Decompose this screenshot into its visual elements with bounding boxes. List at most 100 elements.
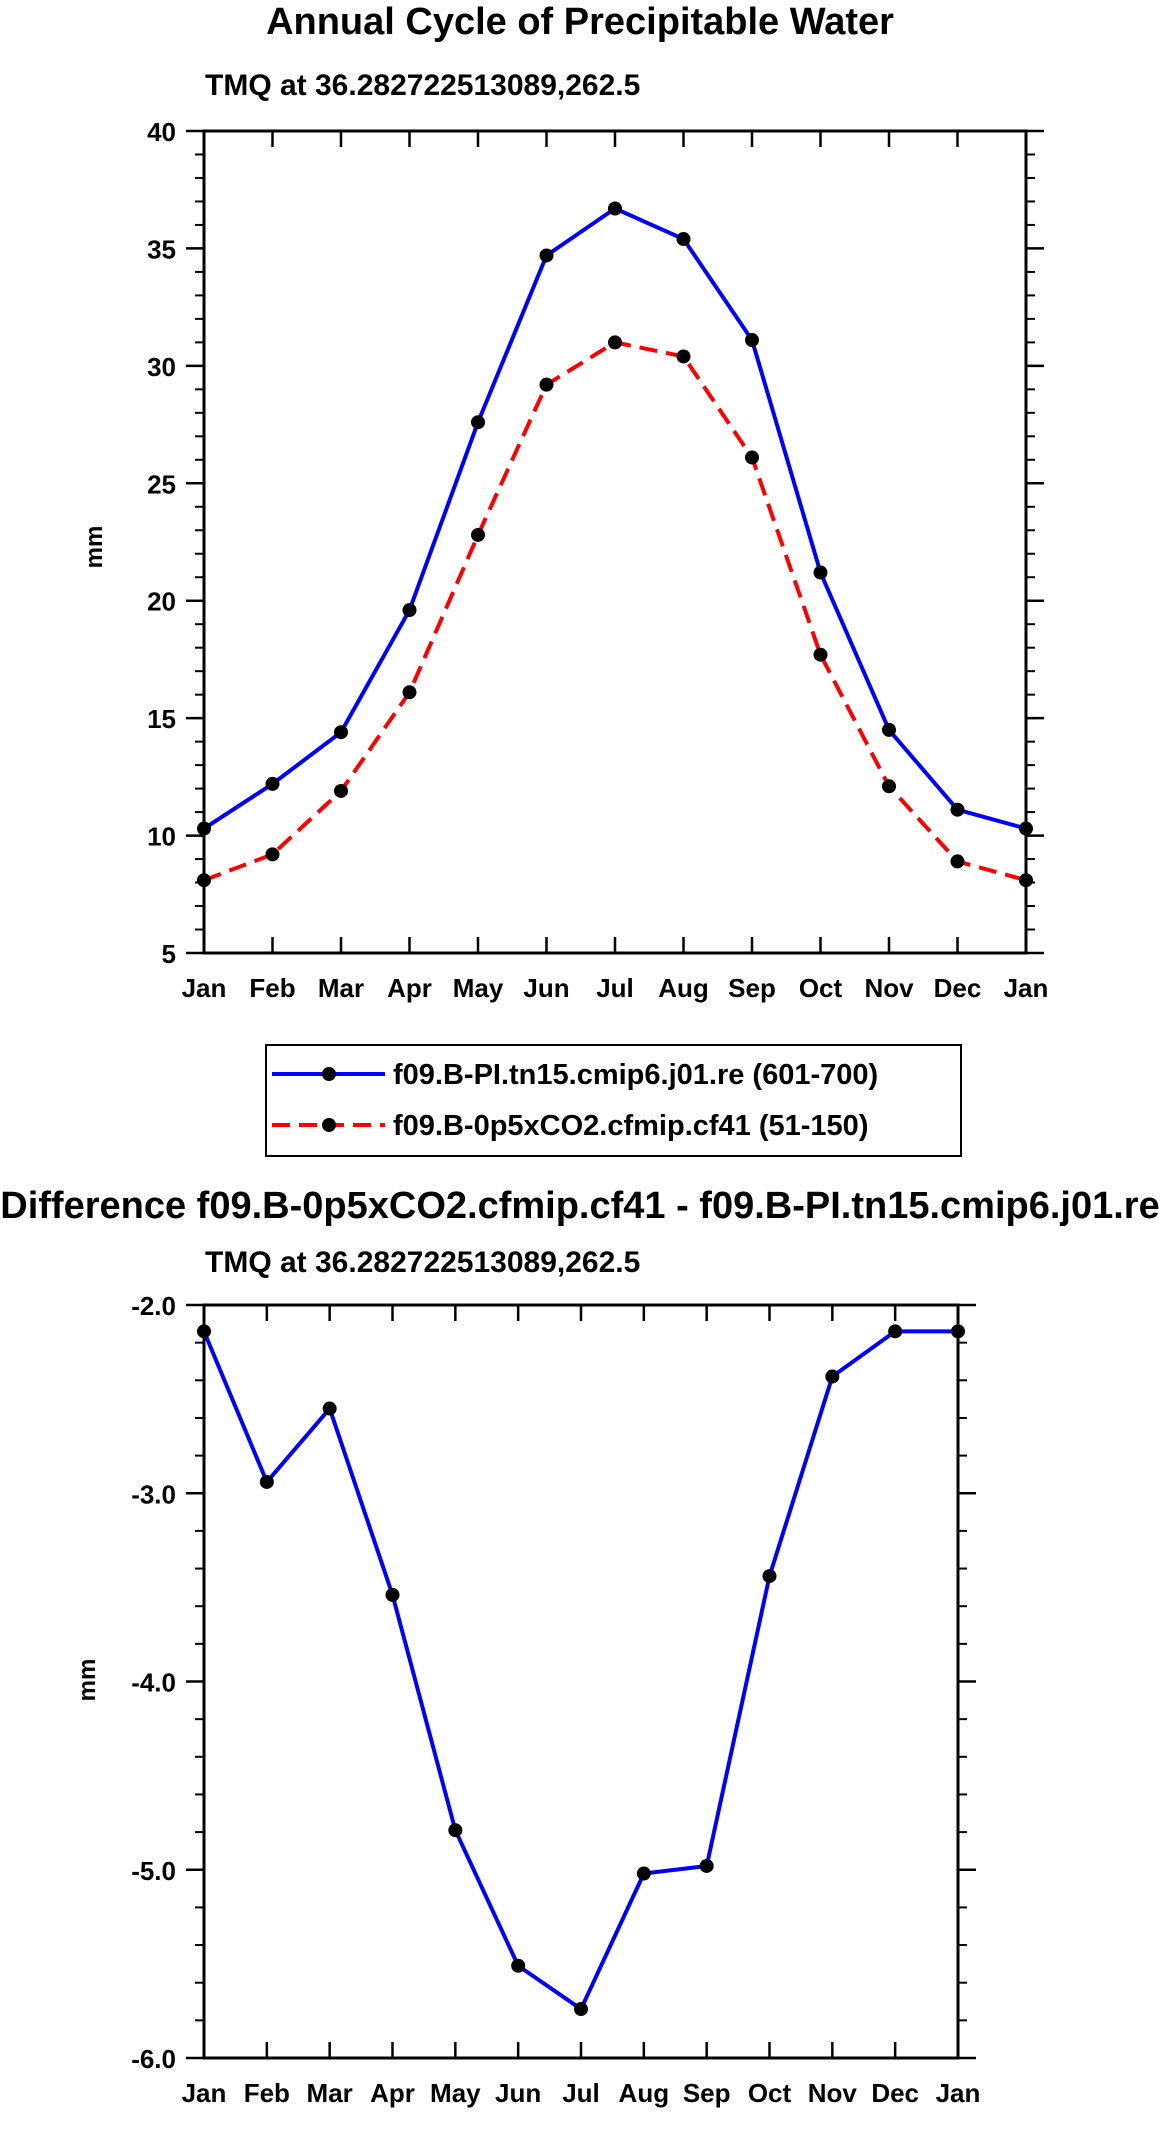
chart-2-subtitle: TMQ at 36.282722513089,262.5 bbox=[205, 1246, 640, 1279]
legend-label-1: f09.B-PI.tn15.cmip6.j01.re (601-700) bbox=[393, 1059, 878, 1091]
series-1-point bbox=[539, 248, 554, 263]
y-tick-label: -6.0 bbox=[131, 2044, 176, 2074]
series-1-point bbox=[676, 232, 691, 247]
series-1-point bbox=[745, 333, 759, 348]
series-1-point bbox=[950, 802, 965, 817]
x-tick-label: May bbox=[430, 2078, 481, 2108]
chart-1-plot-frame bbox=[202, 129, 1028, 955]
chart-2-title: Difference f09.B-0p5xCO2.cfmip.cf41 - f0… bbox=[0, 1185, 1159, 1227]
chart-1-legend: f09.B-PI.tn15.cmip6.j01.re (601-700) f09… bbox=[265, 1044, 962, 1157]
x-tick-label: Aug bbox=[619, 2078, 670, 2108]
series-1-point bbox=[574, 2002, 588, 2017]
x-tick-label: Feb bbox=[244, 2078, 290, 2108]
series-1-point bbox=[813, 565, 828, 580]
chart-2-tick-labels: Jan Feb Mar Apr May Jun Jul Aug Sep Oct Nov Dec Jan-… bbox=[131, 1291, 980, 2108]
x-tick-label: Apr bbox=[370, 2078, 415, 2108]
series-2-point bbox=[334, 783, 348, 798]
x-tick-label: Jun bbox=[495, 2078, 541, 2108]
series-1-point bbox=[511, 1958, 526, 1973]
x-tick-label: Oct bbox=[799, 973, 843, 1003]
series-1-point bbox=[699, 1858, 714, 1873]
series-1-point bbox=[636, 1866, 651, 1881]
series-1-point bbox=[882, 722, 896, 737]
series-1-point bbox=[762, 1569, 777, 1584]
series-line-1 bbox=[202, 206, 1027, 831]
x-tick-label: Nov bbox=[808, 2078, 858, 2108]
series-2-point bbox=[402, 685, 417, 700]
series-1-point bbox=[322, 1401, 337, 1416]
y-tick-label: 10 bbox=[147, 822, 176, 852]
x-tick-label: Nov bbox=[864, 973, 914, 1003]
series-1-point bbox=[448, 1823, 463, 1838]
chart-1-ticks bbox=[186, 129, 1044, 955]
x-tick-label: Jun bbox=[523, 973, 569, 1003]
series-2-point bbox=[882, 779, 896, 794]
chart-2: Difference f09.B-0p5xCO2.cfmip.cf41 - f0… bbox=[0, 1185, 1159, 2108]
x-tick-label: Aug bbox=[658, 973, 709, 1003]
x-tick-label: Dec bbox=[871, 2078, 919, 2108]
series-2-point bbox=[265, 847, 280, 862]
y-tick-label: 30 bbox=[147, 352, 176, 382]
chart-2-ticks bbox=[186, 1303, 976, 2060]
series-1-point bbox=[385, 1587, 400, 1602]
series-1-point bbox=[259, 1474, 274, 1489]
x-tick-label: Dec bbox=[934, 973, 982, 1003]
x-tick-label: Sep bbox=[728, 973, 776, 1003]
legend-entry-1: f09.B-PI.tn15.cmip6.j01.re (601-700) bbox=[272, 1059, 878, 1091]
chart-1-title: Annual Cycle of Precipitable Water bbox=[266, 1, 894, 43]
series-2-point bbox=[471, 527, 485, 542]
chart-1: Annual Cycle of Precipitable Water TMQ a… bbox=[81, 1, 1048, 1157]
x-tick-label: May bbox=[453, 973, 504, 1003]
series-2-point bbox=[539, 377, 554, 392]
chart-2-y-axis-label: mm bbox=[74, 1659, 101, 1702]
legend-marker-2 bbox=[322, 1118, 336, 1132]
series-2-point bbox=[950, 854, 965, 869]
x-tick-label: Feb bbox=[249, 973, 295, 1003]
legend-marker-1 bbox=[322, 1067, 336, 1081]
series-line-2 bbox=[203, 340, 1027, 883]
series-2-point bbox=[745, 450, 759, 465]
y-tick-label: -4.0 bbox=[131, 1668, 176, 1698]
chart-1-tick-labels: Jan Feb Mar Apr May Jun Jul Aug Sep Oct Nov Dec Jan5… bbox=[147, 117, 1048, 1003]
series-1-point bbox=[402, 603, 417, 618]
chart-2-plot-frame bbox=[202, 1303, 960, 2060]
x-tick-label: Jan bbox=[182, 2078, 227, 2108]
y-tick-label: 5 bbox=[162, 939, 176, 969]
series-1-point bbox=[825, 1369, 840, 1384]
series-1-point bbox=[265, 776, 280, 791]
x-tick-label: Jan bbox=[1004, 973, 1049, 1003]
legend-entry-2: f09.B-0p5xCO2.cfmip.cf41 (51-150) bbox=[272, 1110, 868, 1142]
series-2-point bbox=[608, 335, 622, 350]
series-2-point bbox=[813, 647, 828, 662]
series-1-point bbox=[334, 725, 348, 740]
series-line-1 bbox=[202, 1329, 958, 2012]
chart-1-subtitle: TMQ at 36.282722513089,262.5 bbox=[205, 69, 640, 102]
x-tick-label: Jul bbox=[562, 2078, 600, 2108]
chart-1-series bbox=[197, 201, 1033, 888]
legend-label-2: f09.B-0p5xCO2.cfmip.cf41 (51-150) bbox=[393, 1110, 868, 1142]
x-tick-label: Mar bbox=[307, 2078, 353, 2108]
series-1-point bbox=[888, 1324, 903, 1339]
x-tick-label: Jul bbox=[596, 973, 634, 1003]
series-2-point bbox=[676, 349, 691, 364]
y-tick-label: 20 bbox=[147, 587, 176, 617]
x-tick-label: Oct bbox=[748, 2078, 792, 2108]
y-tick-label: -5.0 bbox=[131, 1856, 176, 1886]
x-tick-label: Sep bbox=[683, 2078, 731, 2108]
y-tick-label: 25 bbox=[147, 469, 176, 499]
y-tick-label: 40 bbox=[147, 117, 176, 147]
x-tick-label: Apr bbox=[387, 973, 432, 1003]
y-tick-label: -2.0 bbox=[131, 1291, 176, 1321]
chart-2-series bbox=[197, 1324, 965, 2017]
y-tick-label: 15 bbox=[147, 704, 176, 734]
y-tick-label: -3.0 bbox=[131, 1479, 176, 1509]
x-tick-label: Jan bbox=[936, 2078, 981, 2108]
chart-1-y-axis-label: mm bbox=[81, 526, 108, 569]
x-tick-label: Mar bbox=[318, 973, 364, 1003]
x-tick-label: Jan bbox=[182, 973, 227, 1003]
y-tick-label: 35 bbox=[147, 234, 176, 264]
series-1-point bbox=[608, 201, 622, 216]
legend-box bbox=[265, 1044, 962, 1157]
